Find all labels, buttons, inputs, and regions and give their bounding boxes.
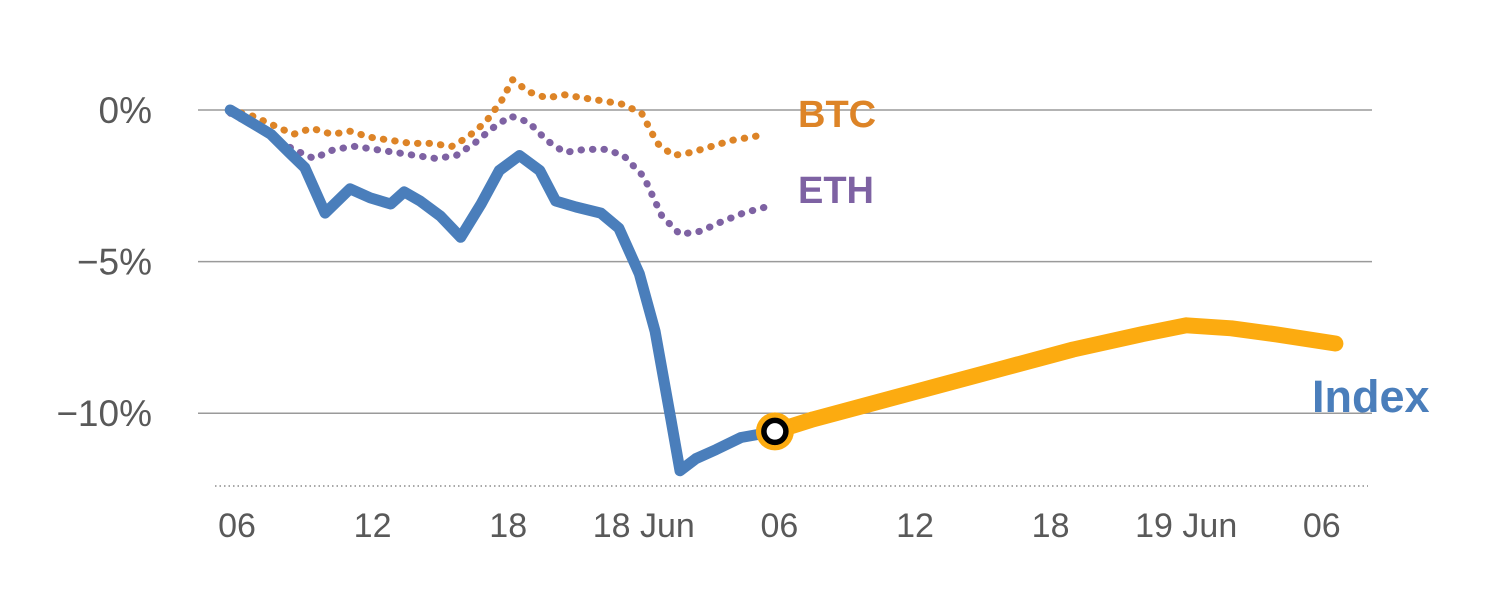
series-line-eth (226, 109, 770, 238)
series-line-index (224, 104, 781, 477)
series-line-btc (226, 76, 770, 159)
x-tick-label: 18 (489, 507, 527, 545)
y-tick-label: 0% (99, 90, 152, 131)
x-tick-label: 18 (1032, 507, 1070, 545)
x-tick-label: 06 (218, 507, 256, 545)
x-tick-label: 19 Jun (1135, 507, 1237, 545)
x-tick-label: 06 (1303, 507, 1341, 545)
series-line-index-continuation (766, 317, 1344, 440)
x-tick-label: 18 Jun (593, 507, 695, 545)
y-tick-label: −10% (56, 393, 152, 434)
series-label-btc: BTC (798, 94, 877, 136)
y-tick-label: −5% (77, 242, 152, 283)
current-point-marker (761, 417, 789, 446)
series-label-eth: ETH (798, 170, 874, 212)
series-label-index: Index (1312, 371, 1430, 422)
x-tick-label: 12 (354, 507, 392, 545)
x-tick-label: 12 (896, 507, 934, 545)
x-tick-label: 06 (760, 507, 798, 545)
